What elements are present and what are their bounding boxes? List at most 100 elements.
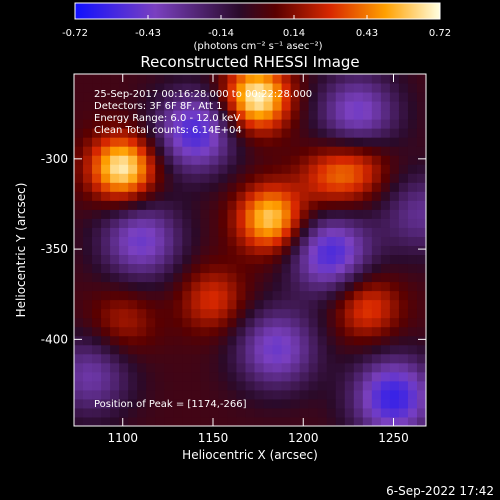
heatmap-cell xyxy=(407,317,418,328)
heatmap-cell xyxy=(227,74,237,84)
heatmap-cell xyxy=(263,290,274,301)
heatmap-cell xyxy=(353,209,364,219)
heatmap-cell xyxy=(272,326,283,337)
heatmap-cell xyxy=(416,92,426,102)
annotation-counts: Clean Total counts: 6.14E+04 xyxy=(94,125,242,136)
x-tick-label: 1200 xyxy=(288,431,319,445)
heatmap-cell xyxy=(110,281,120,292)
heatmap-cell xyxy=(218,326,228,337)
heatmap-cell xyxy=(146,227,156,237)
x-tick-label: 1100 xyxy=(107,431,138,445)
heatmap-cell xyxy=(308,119,319,129)
heatmap-cell xyxy=(344,110,355,120)
heatmap-cell xyxy=(263,218,274,228)
heatmap-cell xyxy=(191,344,201,355)
heatmap-cell xyxy=(164,290,174,301)
heatmap-cell xyxy=(362,371,373,382)
heatmap-cell xyxy=(308,74,319,84)
heatmap-cell xyxy=(101,416,111,426)
heatmap-cell xyxy=(218,371,228,382)
heatmap-cell xyxy=(101,344,111,355)
heatmap-cell xyxy=(146,335,156,346)
heatmap-cell xyxy=(74,200,84,210)
heatmap-cell xyxy=(407,218,418,228)
heatmap-cell xyxy=(398,155,409,165)
heatmap-cell xyxy=(164,128,174,138)
heatmap-cell xyxy=(101,281,111,292)
heatmap-cell xyxy=(326,110,337,120)
heatmap-cell xyxy=(146,263,156,274)
heatmap-cell xyxy=(128,317,138,328)
heatmap-cell xyxy=(209,371,219,382)
heatmap-cell xyxy=(236,128,246,138)
heatmap-cell xyxy=(155,200,165,210)
heatmap-cell xyxy=(362,263,373,274)
heatmap-cell xyxy=(299,74,310,84)
heatmap-cell xyxy=(227,281,237,292)
heatmap-cell xyxy=(245,209,256,219)
heatmap-cell xyxy=(398,317,409,328)
heatmap-cell xyxy=(182,407,192,418)
heatmap-cell xyxy=(209,173,219,183)
heatmap-cell xyxy=(344,182,355,192)
heatmap-cell xyxy=(326,200,337,210)
heatmap-cell xyxy=(407,263,418,274)
heatmap-cell xyxy=(209,92,219,102)
heatmap-cell xyxy=(110,92,120,102)
heatmap-cell xyxy=(335,200,346,210)
heatmap-cell xyxy=(110,407,120,418)
heatmap-cell xyxy=(128,119,138,129)
heatmap-cell xyxy=(281,164,292,174)
heatmap-cell xyxy=(110,371,120,382)
heatmap-cell xyxy=(182,209,192,219)
heatmap-cell xyxy=(101,335,111,346)
heatmap-cell xyxy=(182,335,192,346)
heatmap-cell xyxy=(335,389,346,400)
heatmap-cell xyxy=(317,290,328,301)
heatmap-cell xyxy=(407,209,418,219)
heatmap-cell xyxy=(101,317,111,328)
heatmap-cell xyxy=(416,281,426,292)
heatmap-cell xyxy=(227,173,237,183)
heatmap-cell xyxy=(398,290,409,301)
heatmap-cell xyxy=(263,74,274,84)
heatmap-cell xyxy=(182,227,192,237)
heatmap-cell xyxy=(362,173,373,183)
heatmap-cell xyxy=(173,200,183,210)
heatmap-cell xyxy=(263,227,274,237)
heatmap-cell xyxy=(380,326,391,337)
heatmap-cell xyxy=(416,173,426,183)
heatmap-cell xyxy=(380,119,391,129)
heatmap-cell xyxy=(308,272,319,283)
heatmap-cell xyxy=(191,245,201,256)
heatmap-cell xyxy=(407,164,418,174)
heatmap-cell xyxy=(128,281,138,292)
heatmap-cell xyxy=(389,173,400,183)
heatmap-cell xyxy=(218,308,228,319)
heatmap-cell xyxy=(92,146,102,156)
heatmap-cell xyxy=(308,245,319,256)
heatmap-cell xyxy=(200,299,210,310)
heatmap-cell xyxy=(218,353,228,364)
heatmap-cell xyxy=(407,236,418,246)
heatmap-cell xyxy=(137,137,147,147)
heatmap-cell xyxy=(182,218,192,228)
heatmap-cell xyxy=(83,407,93,418)
heatmap-cell xyxy=(254,335,265,346)
heatmap-cell xyxy=(119,173,129,183)
heatmap-cell xyxy=(173,299,183,310)
heatmap-cell xyxy=(272,389,283,400)
heatmap-cell xyxy=(281,245,292,256)
heatmap-cell xyxy=(308,308,319,319)
heatmap-cell xyxy=(398,110,409,120)
heatmap-cell xyxy=(416,110,426,120)
heatmap-cell xyxy=(389,119,400,129)
heatmap-cell xyxy=(164,209,174,219)
heatmap-cell xyxy=(218,317,228,328)
heatmap-cell xyxy=(353,74,364,84)
heatmap-cell xyxy=(146,380,156,391)
heatmap-cell xyxy=(398,353,409,364)
heatmap-cell xyxy=(209,308,219,319)
heatmap-cell xyxy=(335,407,346,418)
heatmap-cell xyxy=(371,110,382,120)
